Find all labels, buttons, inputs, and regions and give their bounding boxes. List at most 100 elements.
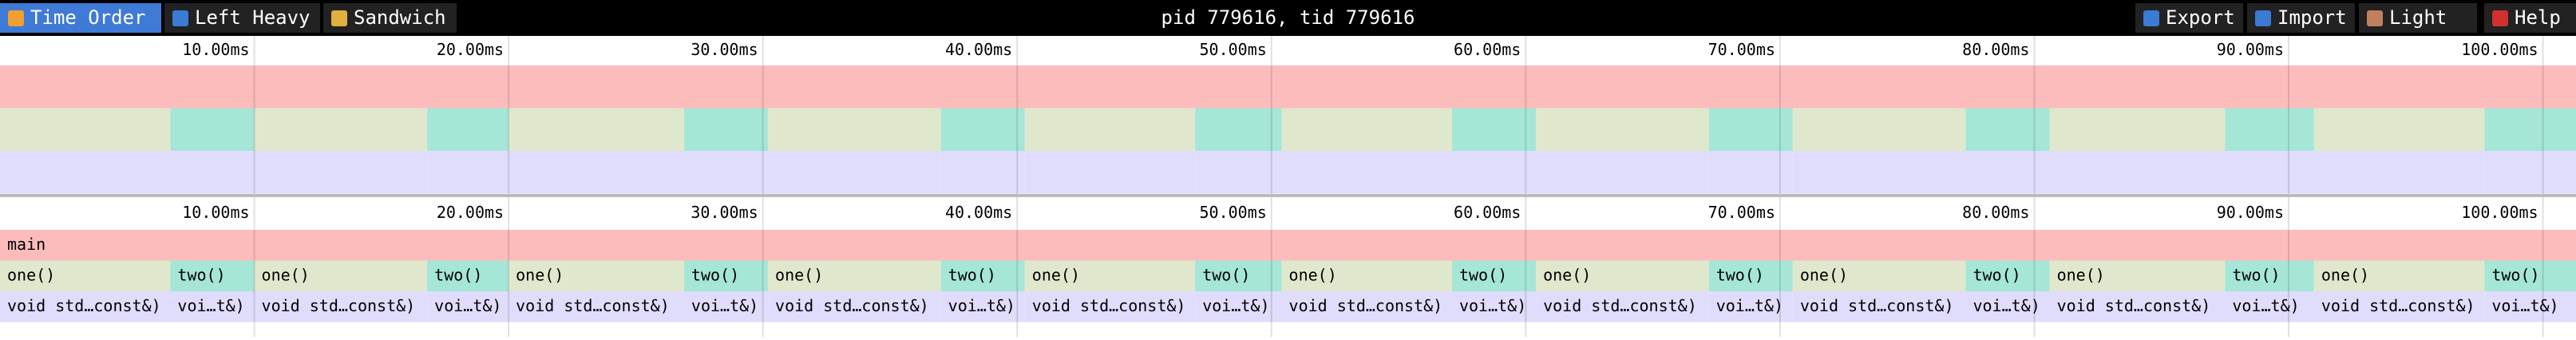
tick-label: 80.00ms — [1962, 203, 2029, 222]
frame — [1708, 108, 1793, 151]
frame — [1965, 291, 2050, 322]
button-label: Left Heavy — [195, 6, 311, 29]
frame — [2049, 151, 2226, 194]
frame — [768, 151, 941, 194]
frame-label: voi…t&) — [1716, 296, 1783, 315]
frame — [508, 108, 684, 151]
frame — [1024, 291, 1196, 322]
frame — [1708, 151, 1793, 194]
frame-label: one() — [7, 265, 55, 284]
frame — [1024, 108, 1196, 151]
frame — [2484, 108, 2576, 151]
tick-label: 100.00ms — [2461, 203, 2538, 222]
tick-label: 40.00ms — [945, 203, 1012, 222]
frame-label: voi…t&) — [691, 296, 758, 315]
tick-label: 80.00ms — [1962, 40, 2029, 59]
action-button[interactable]: Help — [2484, 3, 2576, 33]
toolbar: Time Order Left Heavy Sandwich pid 77961… — [0, 0, 2576, 36]
frame — [254, 291, 428, 322]
frame — [170, 151, 255, 194]
frame — [1195, 291, 1282, 322]
frame — [2484, 151, 2576, 194]
frame — [427, 291, 509, 322]
frame — [0, 108, 171, 151]
tick-label: 30.00ms — [690, 203, 758, 222]
frame — [0, 291, 171, 322]
frame — [2225, 260, 2314, 291]
frame — [1451, 108, 1537, 151]
frame — [1281, 260, 1452, 291]
frame — [508, 260, 684, 291]
frame — [1195, 108, 1282, 151]
frame — [2313, 260, 2485, 291]
frame — [1451, 151, 1537, 194]
frame — [1708, 260, 1793, 291]
frame — [1792, 108, 1966, 151]
frame-label: void std…const&) — [1800, 296, 1954, 315]
tick-label: 100.00ms — [2461, 40, 2538, 59]
frame-label: two() — [1716, 265, 1764, 284]
frame — [1536, 151, 1709, 194]
frame — [427, 151, 509, 194]
frame — [1195, 151, 1282, 194]
frame — [0, 230, 2576, 261]
flame-chart: 10.00ms 20.00ms 30.00ms 40.00ms 50.00ms 60.00… — [0, 36, 2576, 337]
frame — [1281, 108, 1452, 151]
frame — [2049, 108, 2226, 151]
frame — [1281, 291, 1452, 322]
frame — [508, 291, 684, 322]
view-button[interactable]: Time Order — [0, 3, 161, 33]
frame — [683, 151, 769, 194]
action-button[interactable]: Light — [2359, 3, 2477, 33]
frame — [254, 108, 428, 151]
frame-label: two() — [434, 265, 482, 284]
action-button[interactable]: Import — [2247, 3, 2355, 33]
tick-label: 10.00ms — [182, 40, 249, 59]
frame — [1536, 108, 1709, 151]
frame-label: two() — [2232, 265, 2280, 284]
frame — [1792, 151, 1966, 194]
frame — [1281, 151, 1452, 194]
frame-label: void std…const&) — [775, 296, 929, 315]
frame — [254, 151, 428, 194]
frame — [1792, 291, 1966, 322]
frame — [1536, 291, 1709, 322]
frame — [427, 260, 509, 291]
tick-label: 50.00ms — [1199, 40, 1266, 59]
frame — [170, 291, 255, 322]
frame — [2484, 260, 2576, 291]
frame — [1792, 260, 1966, 291]
frame — [2049, 260, 2226, 291]
frame — [683, 108, 769, 151]
frame — [768, 260, 941, 291]
tick-label: 60.00ms — [1454, 203, 1521, 222]
frame-label: two() — [177, 265, 225, 284]
frame — [1965, 260, 2050, 291]
frame — [1195, 260, 1282, 291]
frame — [1451, 291, 1537, 322]
frame — [0, 65, 2576, 109]
frame-label: two() — [691, 265, 739, 284]
frame — [1965, 151, 2050, 194]
frame — [940, 151, 1025, 194]
frame — [940, 291, 1025, 322]
tick-label: 50.00ms — [1199, 203, 1266, 222]
button-label: Export — [2166, 6, 2235, 29]
frame — [1708, 291, 1793, 322]
view-button[interactable]: Left Heavy — [164, 3, 320, 33]
frame-label: void std…const&) — [1543, 296, 1697, 315]
button-label: Import — [2277, 6, 2347, 29]
frame — [2049, 291, 2226, 322]
frame-label: one() — [1543, 265, 1591, 284]
frame-label: voi…t&) — [948, 296, 1015, 315]
frame-label: two() — [2491, 265, 2539, 284]
frame — [940, 260, 1025, 291]
frame-label: voi…t&) — [1202, 296, 1269, 315]
tick-label: 20.00ms — [437, 203, 504, 222]
frame-label: one() — [1800, 265, 1848, 284]
frame — [2313, 151, 2485, 194]
view-button[interactable]: Sandwich — [323, 3, 457, 33]
frame-label: one() — [516, 265, 564, 284]
action-button[interactable]: Export — [2135, 3, 2243, 33]
